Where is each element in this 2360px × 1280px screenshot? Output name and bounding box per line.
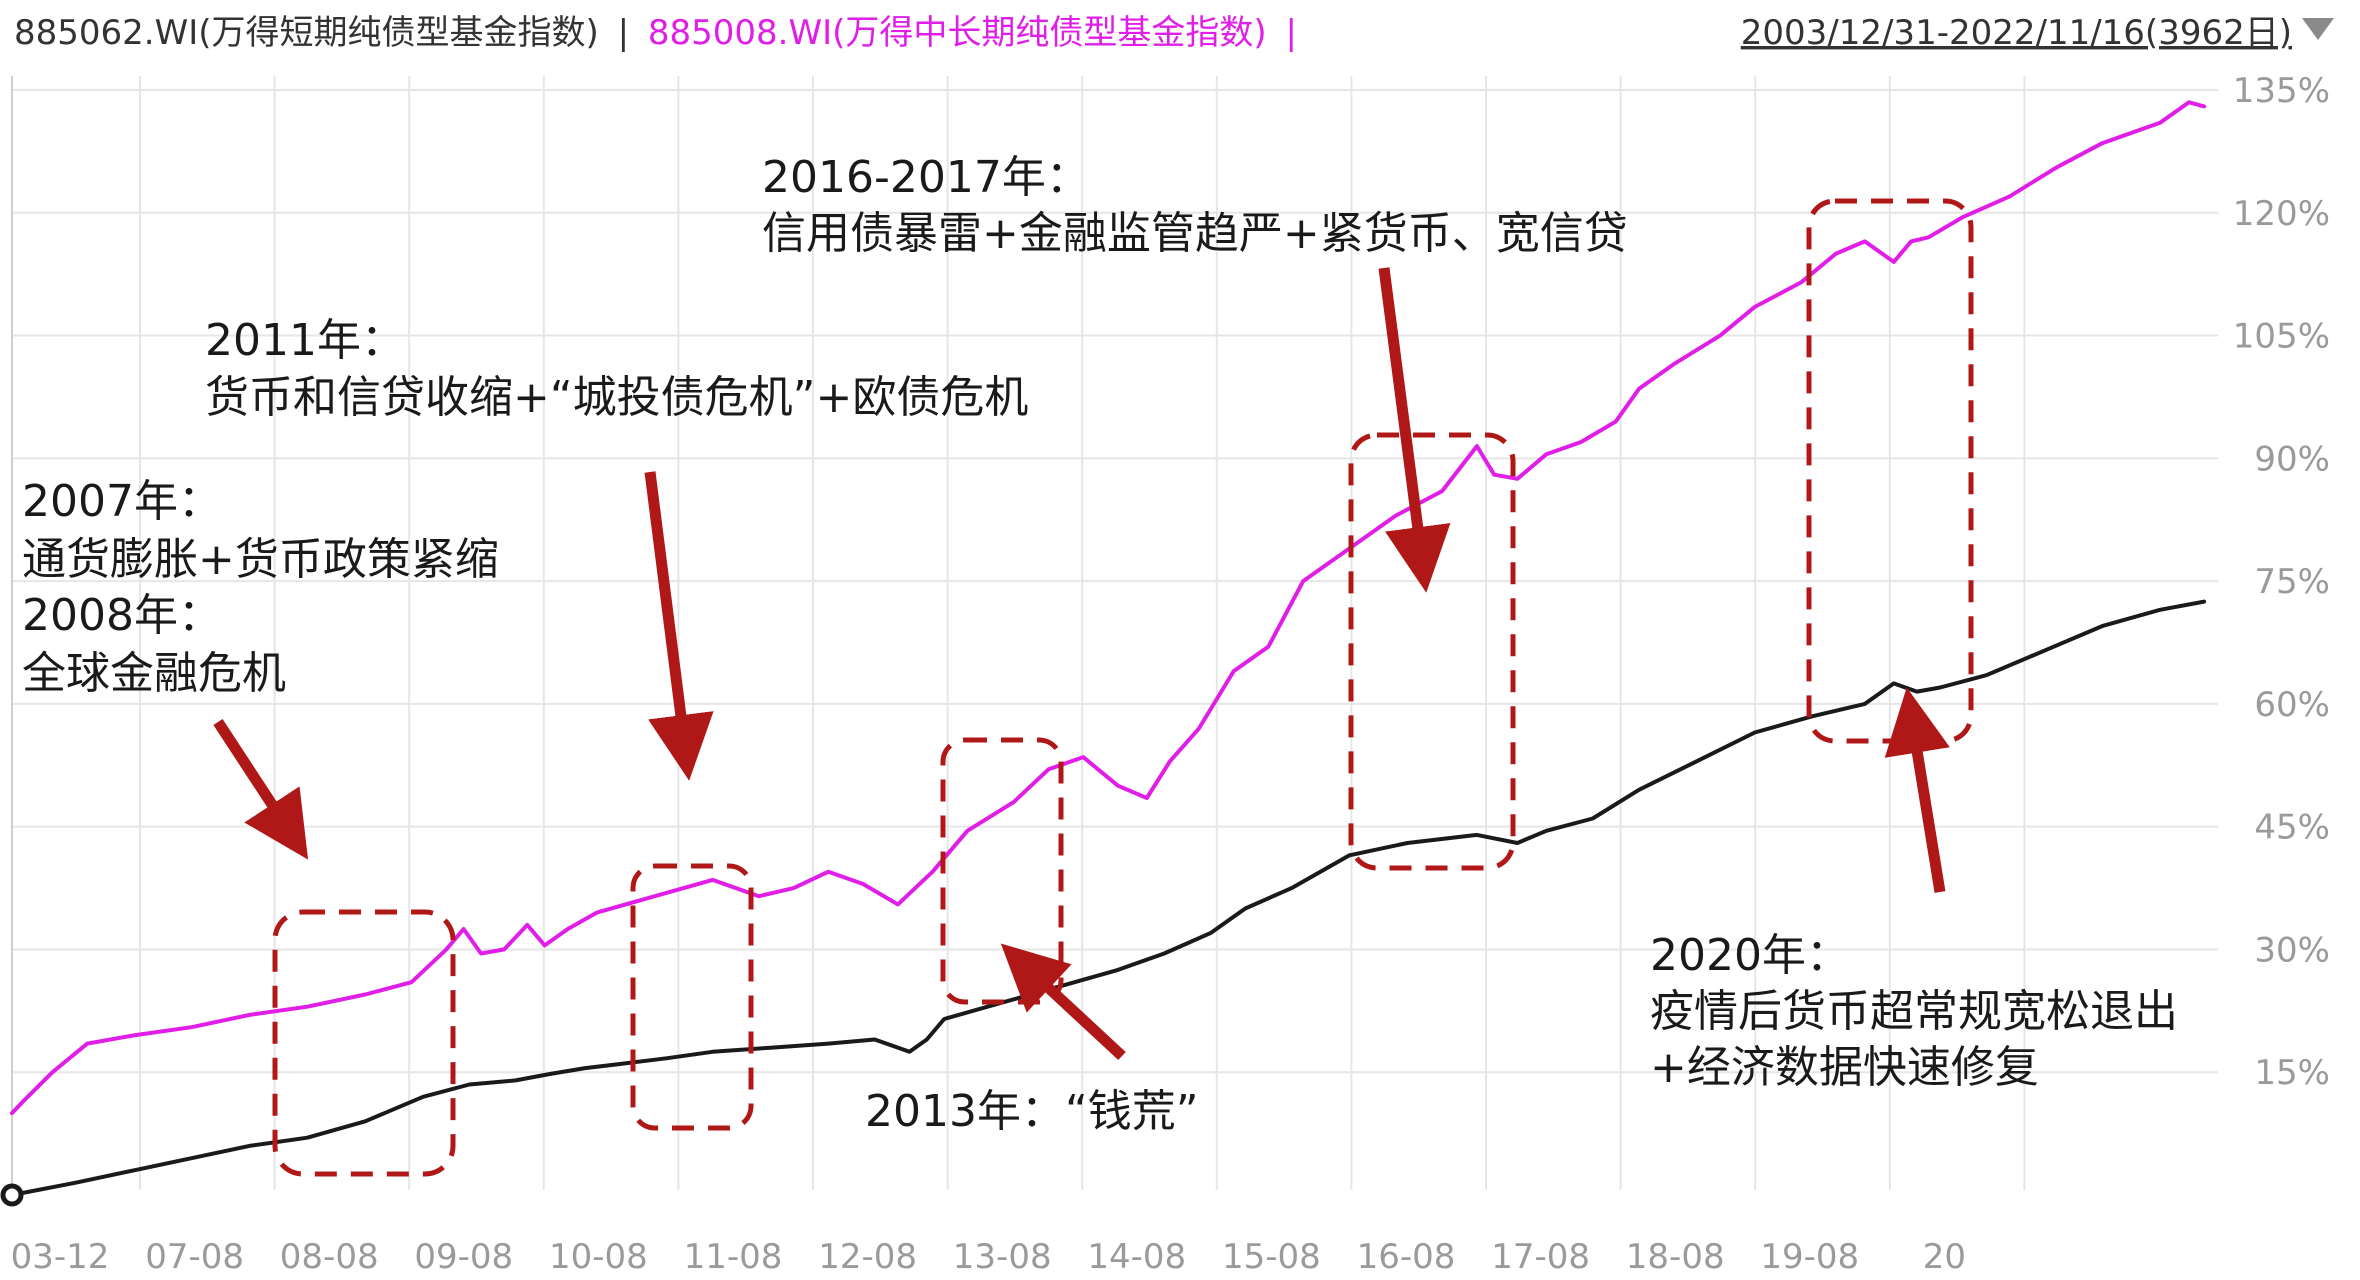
- x-tick-label: 16-08: [1357, 1237, 1456, 1277]
- arrow-2020: [1884, 687, 1950, 893]
- annotation-2016-desc: 信用债暴雷+金融监管趋严+紧货币、宽信贷: [762, 208, 1628, 259]
- date-range-selector[interactable]: 2003/12/31-2022/11/16(3962日): [1741, 13, 2292, 53]
- annotation-2020-title: 2020年：: [1650, 930, 1850, 981]
- x-tick-label: 11-08: [684, 1237, 783, 1277]
- svg-text:885062.WI(万得短期纯债型基金指数) |: 885062.WI(万得短期纯债型基金指数) | 885008.WI(万得中长期…: [14, 13, 1297, 53]
- annotation-2007-title: 2007年：: [22, 476, 222, 527]
- y-tick-label: 120%: [2233, 194, 2330, 234]
- box-2013: [940, 737, 1064, 1005]
- x-tick-label: 19-08: [1760, 1237, 1859, 1277]
- annotation-2007-desc: 通货膨胀+货币政策紧缩: [22, 534, 499, 585]
- box-2008: [272, 909, 456, 1177]
- annotation-2013: 2013年：“钱荒”: [865, 1086, 1199, 1137]
- annotation-2016-title: 2016-2017年：: [762, 152, 1090, 203]
- box-2011: [630, 863, 754, 1131]
- y-tick-label: 105%: [2233, 317, 2330, 357]
- x-tick-label: 15-08: [1222, 1237, 1321, 1277]
- x-tick-label: 12-08: [818, 1237, 917, 1277]
- box-2016: [1348, 432, 1516, 871]
- chart-header: 885062.WI(万得短期纯债型基金指数) | 885008.WI(万得中长期…: [14, 13, 2334, 53]
- series-line-short-term[interactable]: [10, 599, 2207, 1197]
- start-point-marker: [0, 1183, 24, 1207]
- y-tick-label: 60%: [2254, 685, 2330, 725]
- y-tick-label: 90%: [2254, 439, 2330, 479]
- annotation-texts: 2007年： 通货膨胀+货币政策紧缩 2008年： 全球金融危机 2011年： …: [22, 152, 2178, 1137]
- y-tick-label: 30%: [2254, 930, 2330, 970]
- arrow-2011: [644, 471, 714, 781]
- annotation-2020-desc1: 疫情后货币超常规宽松退出: [1650, 986, 2178, 1037]
- header-separator: |: [618, 13, 629, 53]
- annotation-2011-desc: 货币和信贷收缩+“城投债危机”+欧债危机: [205, 372, 1028, 423]
- x-tick-label: 09-08: [414, 1237, 513, 1277]
- annotation-2008-title: 2008年：: [22, 590, 222, 641]
- y-tick-label: 75%: [2254, 562, 2330, 602]
- x-tick-label: 10-08: [549, 1237, 648, 1277]
- header-separator: |: [1285, 13, 1296, 53]
- y-tick-label: 135%: [2233, 71, 2330, 111]
- y-tick-label: 45%: [2254, 808, 2330, 848]
- x-tick-label: 03-12: [11, 1237, 110, 1277]
- series2-legend-label[interactable]: 885008.WI(万得中长期纯债型基金指数): [648, 13, 1267, 53]
- arrow-2013: [1000, 943, 1126, 1061]
- x-tick-label: 07-08: [145, 1237, 244, 1277]
- y-axis: 15% 30% 45% 60% 75% 90% 105% 120% 135%: [2233, 71, 2330, 1093]
- x-tick-label: 14-08: [1087, 1237, 1186, 1277]
- annotation-2020-desc2: +经济数据快速修复: [1650, 1042, 2039, 1093]
- x-tick-label: 20: [1923, 1237, 1966, 1277]
- triangle-down-icon[interactable]: [2302, 18, 2334, 40]
- grid: [11, 76, 2218, 1190]
- series1-legend-label[interactable]: 885062.WI(万得短期纯债型基金指数): [14, 13, 599, 53]
- x-tick-label: 17-08: [1491, 1237, 1590, 1277]
- annotation-arrows: [213, 267, 1950, 1061]
- arrow-2016: [1378, 267, 1451, 593]
- x-tick-label: 18-08: [1626, 1237, 1725, 1277]
- x-axis: 03-12 07-08 08-08 09-08 10-08 11-08 12-08 13-08…: [11, 1237, 1966, 1277]
- annotation-2008-desc: 全球金融危机: [22, 648, 286, 699]
- arrow-2008: [213, 718, 309, 860]
- y-tick-label: 15%: [2254, 1053, 2330, 1093]
- x-tick-label: 08-08: [280, 1237, 379, 1277]
- x-tick-label: 13-08: [953, 1237, 1052, 1277]
- annotation-2011-title: 2011年：: [205, 315, 405, 366]
